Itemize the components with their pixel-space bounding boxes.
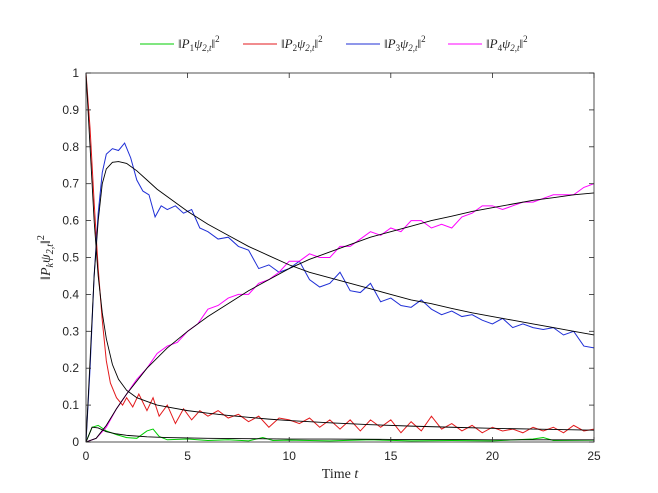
legend-label-1: ‖P1ψ2,t‖2 [178, 34, 220, 53]
y-tick-label: 0.5 [62, 251, 79, 265]
series-line-1 [85, 424, 595, 443]
legend-label-3: ‖P3ψ2,t‖2 [384, 34, 426, 53]
fit-curve-3 [85, 161, 595, 443]
y-tick-label: 0.9 [62, 103, 79, 117]
y-tick-label: 1 [72, 66, 79, 80]
y-tick-label: 0.3 [62, 324, 79, 338]
x-axis: 0 5 10 15 20 25 [83, 73, 601, 463]
x-tick-label: 20 [486, 449, 500, 463]
x-tick-label: 15 [384, 449, 398, 463]
legend: ‖P1ψ2,t‖2 ‖P2ψ2,t‖2 ‖P3ψ2,t‖2 ‖P4ψ2,t‖2 [140, 34, 528, 53]
y-axis-label: ‖Pkψ2,t‖2 [36, 235, 56, 280]
x-tick-label: 5 [184, 449, 191, 463]
y-tick-label: 0.6 [62, 214, 79, 228]
fit-curve-4 [85, 192, 595, 443]
plot-lines [85, 72, 595, 443]
x-tick-label: 25 [587, 449, 601, 463]
x-axis-label: Time t [322, 467, 360, 482]
y-tick-label: 0 [72, 435, 79, 449]
legend-label-2: ‖P2ψ2,t‖2 [281, 34, 323, 53]
legend-label-4: ‖P4ψ2,t‖2 [486, 34, 528, 53]
y-axis: 0 0.1 0.2 0.3 0.4 0.5 0.6 0.7 0.8 0.9 1 [62, 66, 594, 449]
fit-curve-1 [85, 426, 594, 443]
y-tick-label: 0.1 [62, 398, 79, 412]
y-tick-label: 0.8 [62, 140, 79, 154]
y-tick-label: 0.2 [62, 361, 79, 375]
x-tick-label: 10 [283, 449, 297, 463]
y-tick-label: 0.4 [62, 287, 79, 301]
y-tick-label: 0.7 [62, 177, 79, 191]
fit-curve-2 [85, 72, 595, 431]
x-tick-label: 0 [83, 449, 90, 463]
